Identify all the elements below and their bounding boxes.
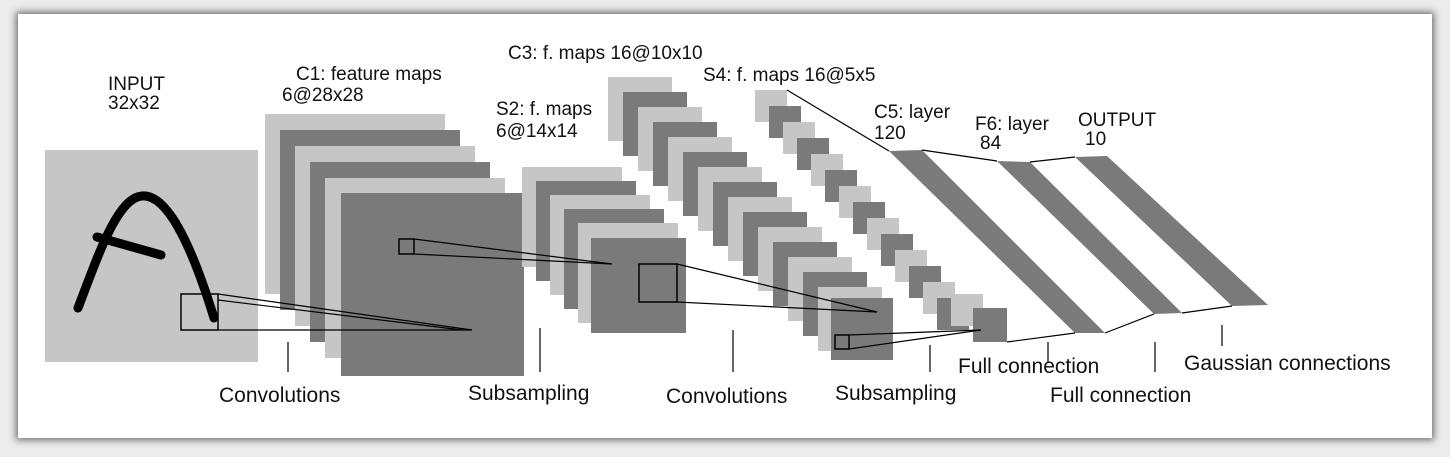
c3-map	[831, 298, 893, 360]
output-layer	[1075, 156, 1268, 306]
c1-feature-maps	[265, 114, 524, 376]
s2-size-label: 6@14x14	[496, 121, 578, 142]
op-full-connection-1: Full connection	[958, 355, 1099, 378]
s4-map	[973, 308, 1007, 342]
c5-size-label: 120	[874, 123, 906, 144]
op-gaussian-connections: Gaussian connections	[1184, 352, 1391, 375]
handwritten-glyph	[73, 191, 219, 323]
op-subsampling-2: Subsampling	[835, 382, 956, 405]
c3-label: C3: f. maps 16@10x10	[508, 43, 703, 64]
output-label: OUTPUT	[1078, 110, 1157, 131]
input-label: INPUT	[108, 74, 165, 95]
output-size-label: 10	[1085, 129, 1106, 150]
s4-label: S4: f. maps 16@5x5	[703, 65, 875, 86]
op-convolutions-2: Convolutions	[666, 385, 787, 408]
input-size-label: 32x32	[108, 93, 160, 114]
fully-connected-layers	[889, 150, 1268, 333]
c5-layer	[889, 150, 1105, 333]
f6-label: F6: layer	[975, 114, 1050, 135]
op-subsampling-1: Subsampling	[468, 382, 589, 405]
s4-feature-maps	[755, 90, 1007, 342]
c1-size-label: 6@28x28	[282, 85, 364, 106]
handwritten-glyph-stroke	[92, 232, 166, 260]
f6-size-label: 84	[980, 133, 1002, 154]
operation-ticks	[287, 325, 1223, 372]
c1-receptive-field	[398, 238, 415, 255]
f6-layer	[997, 161, 1182, 314]
op-full-connection-2: Full connection	[1050, 384, 1191, 407]
c1-map	[341, 193, 524, 376]
op-convolutions-1: Convolutions	[219, 384, 340, 407]
lenet-architecture-diagram: INPUT 32x32 C1: feature maps 6@28x28 S2:…	[45, 43, 1391, 408]
c1-label: C1: feature maps	[296, 64, 442, 85]
connection-lines	[217, 89, 1233, 350]
c3-feature-maps	[608, 77, 893, 360]
s2-receptive-field	[638, 263, 678, 303]
input-receptive-field	[180, 293, 219, 331]
c3-receptive-field	[834, 334, 850, 350]
s2-label: S2: f. maps	[496, 99, 592, 120]
c5-label: C5: layer	[874, 102, 951, 123]
input-layer	[45, 150, 258, 362]
s2-feature-maps	[522, 167, 686, 333]
diagram-card: INPUT 32x32 C1: feature maps 6@28x28 S2:…	[18, 14, 1432, 438]
